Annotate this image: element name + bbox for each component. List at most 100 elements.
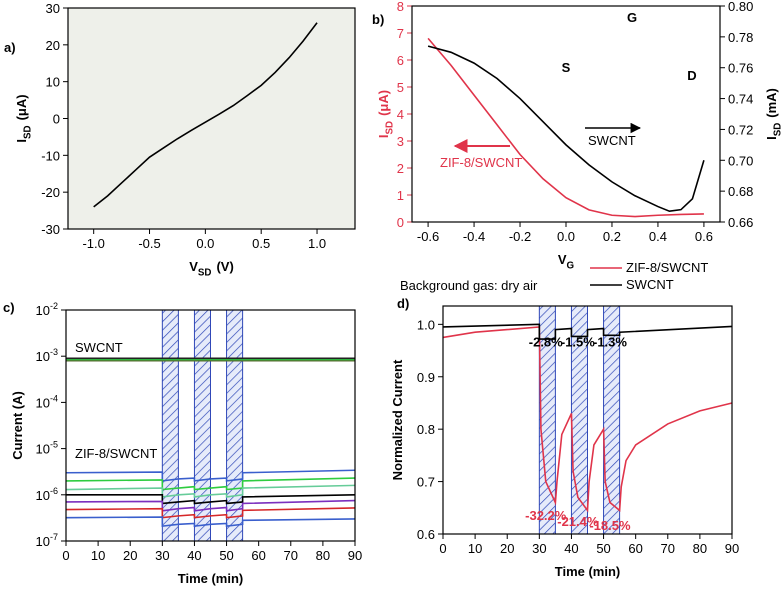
- x-tick-label: 80: [316, 548, 330, 563]
- data-line: [93, 22, 318, 208]
- y-tick-label: -10: [41, 148, 60, 163]
- panel: c): [3, 300, 356, 546]
- plot-frame: [65, 309, 356, 542]
- y-tick-label: 10-6: [36, 486, 58, 503]
- plot-frame: [442, 305, 733, 535]
- y2-axis-label-unit: (mA): [764, 88, 779, 118]
- y-tick-label: 0.6: [417, 527, 435, 542]
- data-line: [427, 45, 705, 213]
- y-tick-label: 20: [46, 38, 60, 53]
- x-axis-label-symbol: V: [558, 252, 567, 267]
- x-tick-label: 20: [123, 548, 137, 563]
- y-axis-label: ISD (μA): [376, 90, 396, 138]
- x-tick-label: 0.0: [557, 229, 575, 244]
- y2-tick-label: 0.74: [728, 92, 753, 107]
- y2-tick-label: 0.78: [728, 30, 753, 45]
- y-tick-label-exponent: -3: [50, 347, 58, 357]
- x-tick-label: 60: [628, 541, 642, 556]
- data-label: -2.8%: [529, 334, 563, 349]
- y2-axis-label-symbol: I: [764, 136, 779, 140]
- y-tick-label-base: 10: [36, 534, 50, 549]
- data-line: [442, 323, 733, 340]
- y-axis-label-unit: (μA): [14, 94, 29, 120]
- y2-tick-label: 0.80: [728, 0, 753, 14]
- y-tick-label-exponent: -4: [50, 393, 58, 403]
- panel: b): [372, 5, 725, 227]
- x-axis-label: Time (min): [555, 564, 621, 579]
- x-axis-label-symbol: V: [189, 259, 198, 274]
- data-label: -1.5%: [561, 334, 595, 349]
- y2-axis-label: ISD (mA): [764, 88, 784, 140]
- y-tick-label-exponent: -5: [50, 440, 58, 450]
- data-label: -21.4%: [557, 514, 599, 529]
- exposure-window: [226, 309, 244, 542]
- y-tick-label-base: 10: [36, 303, 50, 318]
- y-tick-label: 10: [46, 75, 60, 90]
- x-tick-label: -1.0: [82, 236, 104, 251]
- y-tick-label: 4: [397, 107, 404, 122]
- group-label: ZIF-8/SWCNT: [75, 446, 157, 461]
- x-tick-label: 20: [500, 541, 514, 556]
- y-tick-label: 0.7: [417, 475, 435, 490]
- x-tick-label: 0.5: [252, 236, 270, 251]
- y-tick-label: 10-5: [36, 440, 58, 457]
- x-tick-label: 0: [62, 548, 69, 563]
- y-axis-label-subscript: SD: [23, 125, 34, 139]
- x-tick-label: 50: [219, 548, 233, 563]
- x-tick-label: -0.4: [463, 229, 485, 244]
- x-axis-label-unit: (V): [216, 259, 233, 274]
- x-tick-label: 40: [564, 541, 578, 556]
- legend-label: ZIF-8/SWCNT: [626, 260, 708, 275]
- y2-tick-label: 0.66: [728, 215, 753, 230]
- data-line: [65, 516, 356, 528]
- exposure-window: [161, 309, 179, 542]
- x-tick-label-base: 1.0: [308, 236, 326, 251]
- y-axis-label-symbol: I: [376, 134, 391, 138]
- y-tick-label: 7: [397, 26, 404, 41]
- panel: d): [397, 296, 733, 539]
- plot-area: [412, 6, 720, 222]
- x-tick-label-base: -1.0: [82, 236, 104, 251]
- y-axis-label-unit: (μA): [376, 90, 391, 116]
- x-tick-label: 10: [468, 541, 482, 556]
- data-line: [65, 507, 356, 519]
- y-tick-label: 10-2: [36, 301, 58, 318]
- y-tick-label-exponent: -6: [50, 486, 58, 496]
- x-axis-label: VG: [558, 252, 574, 272]
- panel-label: d): [397, 296, 409, 311]
- panel-label: a): [4, 40, 16, 55]
- data-label: -18.5%: [589, 518, 631, 533]
- y-tick-label: 10-4: [36, 393, 58, 410]
- plot-frame: [411, 5, 721, 223]
- annotation: Background gas: dry air: [400, 278, 538, 293]
- x-tick-label: 30: [532, 541, 546, 556]
- y-tick-label-base: 10: [36, 395, 50, 410]
- y-axis-label: ISD (μA): [14, 94, 34, 142]
- y-tick-label: 0.8: [417, 422, 435, 437]
- x-tick-label: 80: [693, 541, 707, 556]
- data-line: [442, 326, 733, 513]
- series-label: SWCNT: [588, 133, 636, 148]
- y-tick-label-exponent: -2: [50, 301, 58, 311]
- x-tick-label: 70: [284, 548, 298, 563]
- x-tick-label: 30: [155, 548, 169, 563]
- y-tick-label: 10-3: [36, 347, 58, 364]
- panel-label: b): [372, 12, 384, 27]
- data-label: -1.3%: [593, 334, 627, 349]
- group-label: SWCNT: [75, 340, 123, 355]
- x-axis-label: VSD (V): [189, 259, 234, 279]
- x-tick-label: 0.6: [695, 229, 713, 244]
- panel: a): [4, 7, 356, 234]
- legend-label: SWCNT: [626, 277, 674, 292]
- y-axis-label-subscript: SD: [385, 121, 396, 135]
- y-tick-label: 6: [397, 53, 404, 68]
- x-tick-label: 0.2: [603, 229, 621, 244]
- y-tick-label-exponent: -7: [50, 532, 58, 542]
- exposure-window: [193, 309, 211, 542]
- y-tick-label-base: 1.0: [417, 317, 435, 332]
- x-tick-label: -0.2: [509, 229, 531, 244]
- y-tick-label: -30: [41, 222, 60, 237]
- x-tick-label: -0.5: [138, 236, 160, 251]
- y2-tick-label-base: 0.80: [728, 0, 753, 14]
